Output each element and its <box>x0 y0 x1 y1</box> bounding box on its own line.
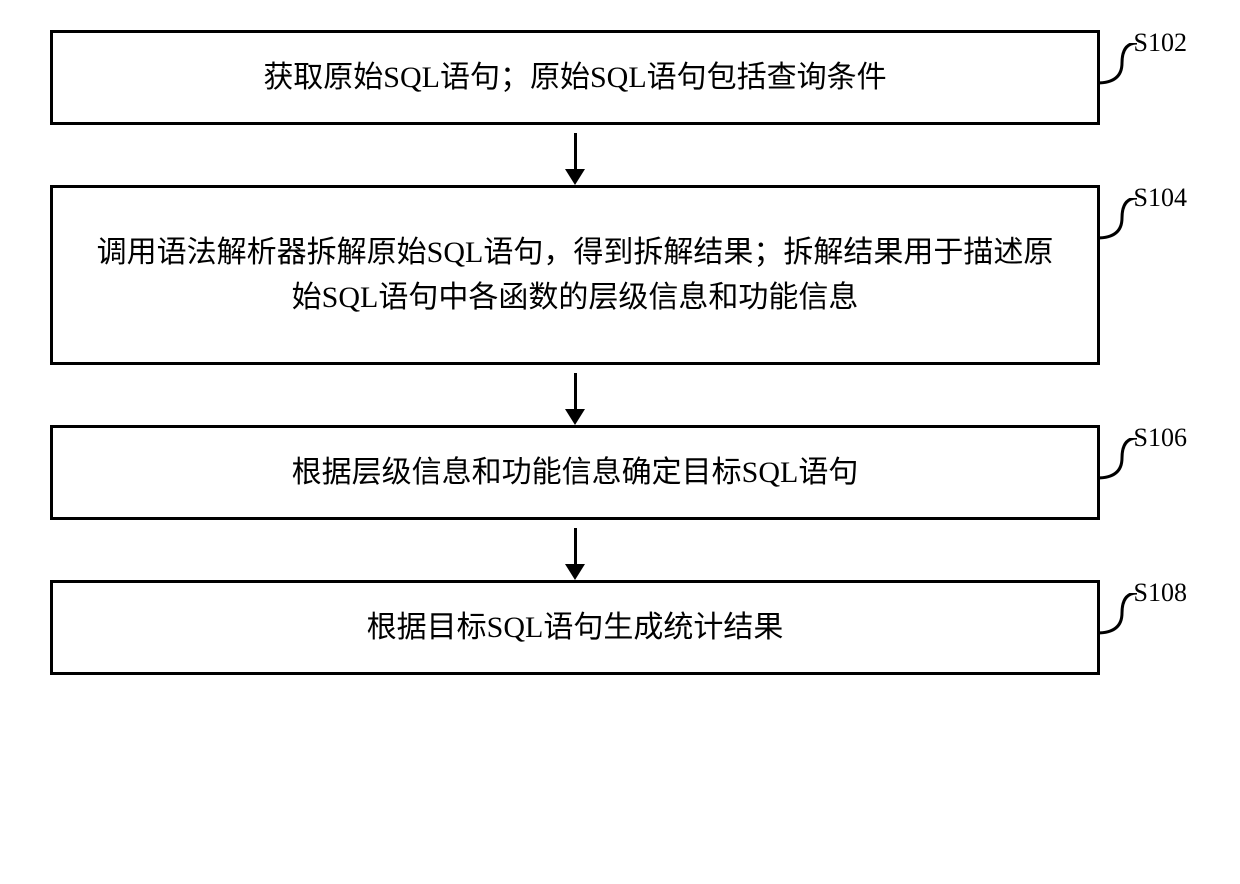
step-text-4: 根据目标SQL语句生成统计结果 <box>367 605 784 650</box>
flowchart-container: 获取原始SQL语句；原始SQL语句包括查询条件 S102 调用语法解析器拆解原始… <box>50 30 1190 675</box>
arrow-3 <box>50 520 1100 580</box>
arrow-head-icon <box>565 169 585 185</box>
step-box-3: 根据层级信息和功能信息确定目标SQL语句 S106 <box>50 425 1100 520</box>
arrow-2 <box>50 365 1100 425</box>
step-label-3: S106 <box>1134 423 1187 453</box>
step-box-4: 根据目标SQL语句生成统计结果 S108 <box>50 580 1100 675</box>
connector-curve-icon <box>1097 593 1137 643</box>
step-box-2: 调用语法解析器拆解原始SQL语句，得到拆解结果；拆解结果用于描述原始SQL语句中… <box>50 185 1100 365</box>
step-text-2: 调用语法解析器拆解原始SQL语句，得到拆解结果；拆解结果用于描述原始SQL语句中… <box>83 230 1067 320</box>
step-box-1: 获取原始SQL语句；原始SQL语句包括查询条件 S102 <box>50 30 1100 125</box>
step-label-1: S102 <box>1134 28 1187 58</box>
step-label-4: S108 <box>1134 578 1187 608</box>
step-text-3: 根据层级信息和功能信息确定目标SQL语句 <box>292 450 859 495</box>
step-text-1: 获取原始SQL语句；原始SQL语句包括查询条件 <box>263 55 886 100</box>
arrow-head-icon <box>565 564 585 580</box>
arrow-head-icon <box>565 409 585 425</box>
connector-curve-icon <box>1097 198 1137 248</box>
arrow-1 <box>50 125 1100 185</box>
connector-curve-icon <box>1097 438 1137 488</box>
step-label-2: S104 <box>1134 183 1187 213</box>
connector-curve-icon <box>1097 43 1137 93</box>
